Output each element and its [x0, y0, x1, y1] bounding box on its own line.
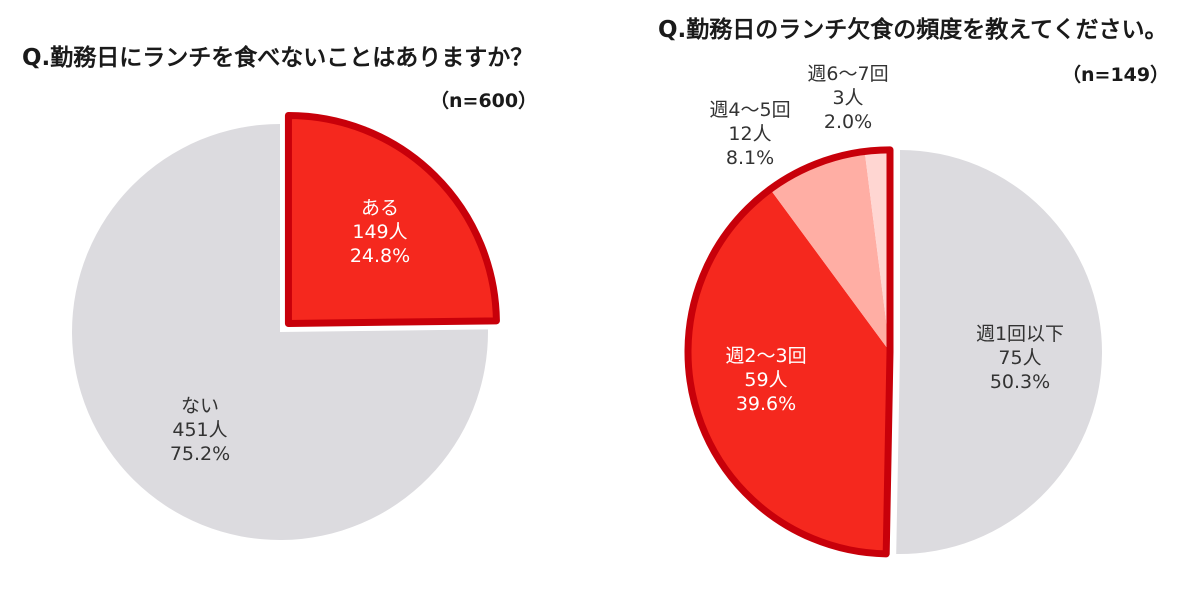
chart-1-exploded-group	[284, 111, 500, 327]
chart-1-slice-1	[288, 115, 497, 324]
chart-2-slice-4-label: 週6～7回 3人 2.0%	[807, 63, 888, 133]
chart-2-slice-1	[896, 150, 1102, 554]
chart-1-title: Q.勤務日にランチを食べないことはありますか？	[22, 45, 534, 71]
chart-2-slice-2	[688, 189, 891, 554]
chart-2-title: Q.勤務日のランチ欠食の頻度を教えてください。	[658, 17, 1168, 43]
chart-1-slice-2-label: ない 451人 75.2%	[170, 395, 230, 465]
chart-2-slice-3-label: 週4～5回 12人 8.1%	[709, 99, 790, 169]
chart-1-slice-1-label: ある 149人 24.8%	[350, 197, 410, 267]
chart-2-sample-size: （n=149）	[1062, 64, 1170, 86]
chart-2-slice-3	[770, 151, 891, 352]
chart-1-sample-size: （n=600）	[430, 90, 538, 112]
chart-1-highlight-outline	[284, 111, 500, 327]
chart-2-slice-4	[864, 149, 891, 352]
chart-2-exploded-group	[684, 146, 894, 558]
chart-2-highlight-outline	[684, 146, 894, 558]
chart-2-slice-2-label: 週2～3回 59人 39.6%	[725, 345, 806, 415]
chart-2-slice-1-label: 週1回以下 75人 50.3%	[976, 323, 1064, 393]
chart-1-slice-2	[72, 124, 488, 540]
